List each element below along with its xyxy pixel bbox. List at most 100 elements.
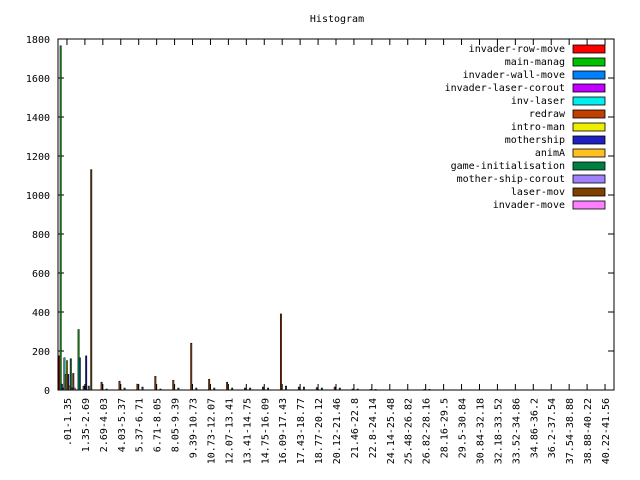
bar-redraw: [82, 385, 85, 391]
y-tick-label: 400: [32, 308, 50, 319]
legend-label: animA: [535, 148, 565, 159]
bar-invader-wall-move: [60, 383, 63, 391]
bar-game-initialisation: [249, 387, 252, 391]
legend-swatch: [572, 57, 606, 67]
bar-game-initialisation: [231, 387, 234, 391]
bar-game-initialisation: [356, 388, 359, 391]
bar-game-initialisation: [177, 387, 180, 391]
bar-redraw: [226, 381, 229, 391]
x-tick-label: 21.46-22.8: [350, 398, 361, 458]
bar-game-initialisation: [285, 385, 287, 391]
legend-label: invader-laser-corout: [445, 83, 565, 94]
y-tick-label: 0: [44, 386, 50, 397]
bar-redraw: [423, 389, 426, 391]
bar-game-initialisation: [428, 389, 431, 391]
x-tick-label: 4.03-5.37: [117, 398, 128, 452]
bar-game-initialisation: [87, 385, 90, 391]
legend-swatch: [572, 135, 606, 145]
x-tick-label: 36.2-37.54: [547, 398, 558, 458]
bar-game-initialisation: [105, 388, 108, 391]
bar-redraw: [154, 376, 157, 391]
x-tick-label: 22.8-24.14: [368, 398, 379, 458]
x-tick-label: 17.43-18.77: [296, 398, 307, 464]
legend-swatch: [572, 174, 606, 184]
x-tick-label: 2.69-4.03: [99, 398, 110, 452]
chart-title: Histogram: [310, 14, 364, 25]
x-tick-label: 38.88-40.22: [583, 398, 594, 464]
x-tick-label: 16.09-17.43: [278, 398, 289, 464]
y-tick-label: 1400: [26, 113, 50, 124]
legend-label: mothership: [505, 135, 565, 146]
y-tick-label: 1600: [26, 74, 50, 85]
x-tick-label: 24.14-25.48: [386, 398, 397, 464]
bar-laser-mov: [72, 373, 75, 391]
x-tick-label: 18.77-20.12: [314, 398, 325, 464]
bar-redraw: [315, 387, 318, 391]
x-tick-label: 40.22-41.56: [601, 398, 612, 464]
x-tick-label: 25.48-26.82: [404, 398, 415, 464]
legend-swatch: [572, 122, 606, 132]
x-tick-label: 8.05-9.39: [171, 398, 182, 452]
x-axis: .01-1.35 1.35-2.69 2.69-4.03 4.03-5.37 5.37-…: [63, 39, 612, 464]
bar-laser-mov: [90, 169, 93, 391]
bar-redraw: [244, 387, 246, 391]
x-tick-label: 6.71-8.05: [153, 398, 164, 452]
legend-swatch: [572, 148, 606, 158]
legend-swatch: [572, 96, 606, 106]
bar-redraw: [297, 386, 300, 391]
legend-label: invader-wall-move: [463, 70, 565, 81]
bar-game-initialisation: [303, 386, 305, 391]
legend-label: game-initialisation: [451, 161, 565, 172]
legend-label: intro-man: [511, 122, 565, 133]
bar-redraw: [136, 383, 139, 391]
bar-inv-laser: [63, 357, 66, 391]
legend-swatch: [572, 70, 606, 80]
x-tick-label: 10.73-12.07: [206, 398, 217, 464]
x-tick-label: 1.35-2.69: [81, 398, 92, 452]
y-tick-label: 800: [32, 230, 50, 241]
y-tick-label: 1000: [26, 191, 50, 202]
x-tick-label: 13.41-14.75: [242, 398, 253, 464]
bar-redraw: [279, 313, 282, 391]
y-tick-label: 1800: [26, 35, 50, 46]
x-tick-label: 37.54-38.88: [565, 398, 576, 464]
bar-game-initialisation: [123, 387, 126, 391]
bar-redraw: [118, 380, 121, 391]
bars: [58, 45, 431, 391]
x-tick-label: 30.84-32.18: [475, 398, 486, 464]
bar-invader-wall-move: [78, 357, 81, 391]
legend-swatch: [572, 161, 606, 171]
x-tick-label: 33.52-34.86: [511, 398, 522, 464]
bar-game-initialisation: [338, 387, 341, 391]
bar-game-initialisation: [267, 387, 270, 391]
legend-label: main-manag: [505, 57, 565, 68]
bar-redraw: [100, 381, 103, 391]
x-tick-label: 28.16-29.5: [440, 398, 451, 458]
bar-redraw: [351, 388, 354, 391]
bar-game-initialisation: [195, 387, 198, 391]
legend-swatch: [572, 187, 606, 197]
x-tick-label: .01-1.35: [63, 398, 74, 446]
bar-game-initialisation: [320, 387, 323, 391]
legend-label: inv-laser: [511, 96, 565, 107]
x-tick-label: 26.82-28.16: [422, 398, 433, 464]
bar-redraw: [190, 342, 193, 391]
bar-redraw: [262, 386, 264, 391]
y-tick-label: 1200: [26, 152, 50, 163]
legend-label: invader-move: [493, 200, 565, 211]
legend-label: invader-row-move: [469, 44, 565, 55]
bar-game-initialisation: [213, 387, 216, 391]
bar-game-initialisation: [159, 388, 162, 391]
x-tick-label: 14.75-16.09: [260, 398, 271, 464]
legend: invader-row-move main-manag invader-wall-m…: [445, 44, 606, 211]
x-tick-label: 29.5-30.84: [458, 398, 469, 458]
x-tick-label: 34.86-36.2: [529, 398, 540, 458]
x-tick-label: 20.12-21.46: [332, 398, 343, 464]
bar-redraw: [369, 389, 372, 391]
bar-invader-move: [73, 387, 76, 391]
bar-game-initialisation: [69, 358, 72, 391]
legend-label: laser-mov: [511, 187, 565, 198]
legend-swatch: [572, 44, 606, 54]
bar-redraw: [208, 378, 211, 391]
